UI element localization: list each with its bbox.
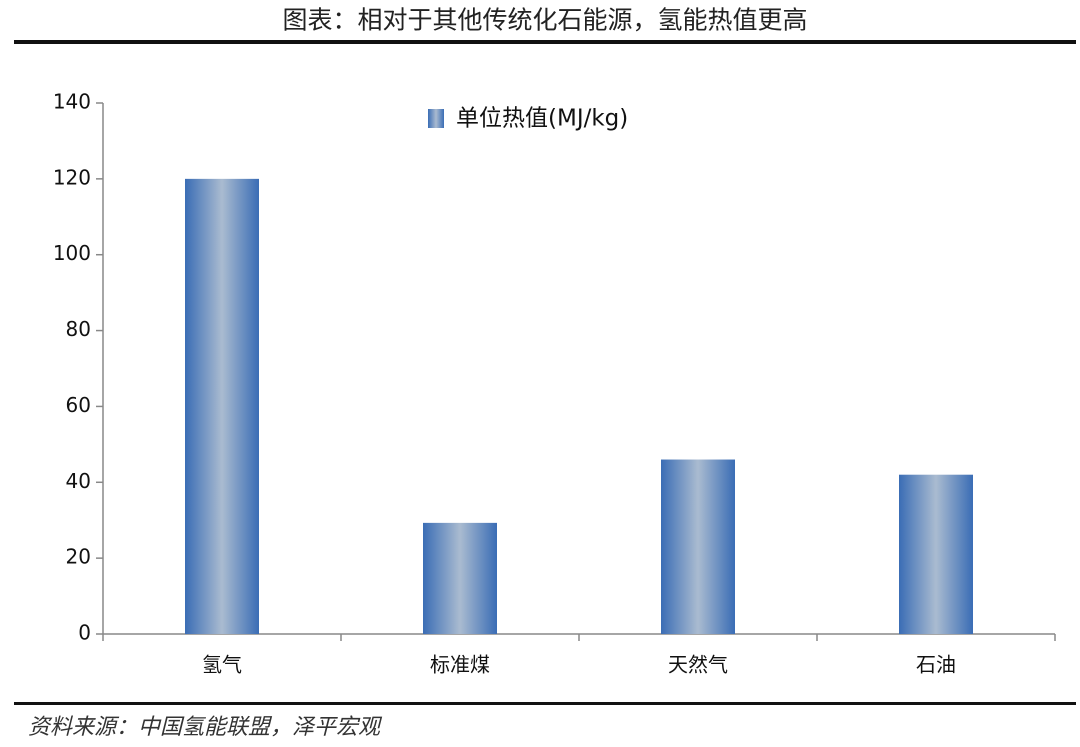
source-note: 资料来源：中国氢能联盟，泽平宏观: [28, 715, 383, 740]
bar: [661, 459, 735, 634]
title-rule: [14, 40, 1076, 44]
x-tick-label: 标准煤: [430, 653, 490, 677]
y-tick-label: 140: [53, 90, 91, 114]
legend-swatch: [428, 109, 444, 128]
y-tick-label: 100: [53, 241, 91, 265]
chart-title: 图表：相对于其他传统化石能源，氢能热值更高: [282, 6, 807, 35]
source-rule: [14, 702, 1076, 705]
y-tick-label: 0: [78, 621, 91, 645]
y-tick-label: 120: [53, 165, 91, 189]
y-tick-label: 20: [66, 545, 91, 569]
legend-label: 单位热值(MJ/kg): [456, 106, 628, 132]
x-tick-label: 石油: [916, 653, 956, 677]
bar: [185, 178, 259, 634]
y-tick-label: 60: [66, 393, 91, 417]
y-tick-label: 40: [66, 469, 91, 493]
y-tick-label: 80: [66, 317, 91, 341]
bar: [899, 474, 973, 634]
x-tick-label: 氢气: [202, 653, 242, 677]
bar: [423, 522, 497, 634]
x-tick-label: 天然气: [668, 653, 728, 677]
